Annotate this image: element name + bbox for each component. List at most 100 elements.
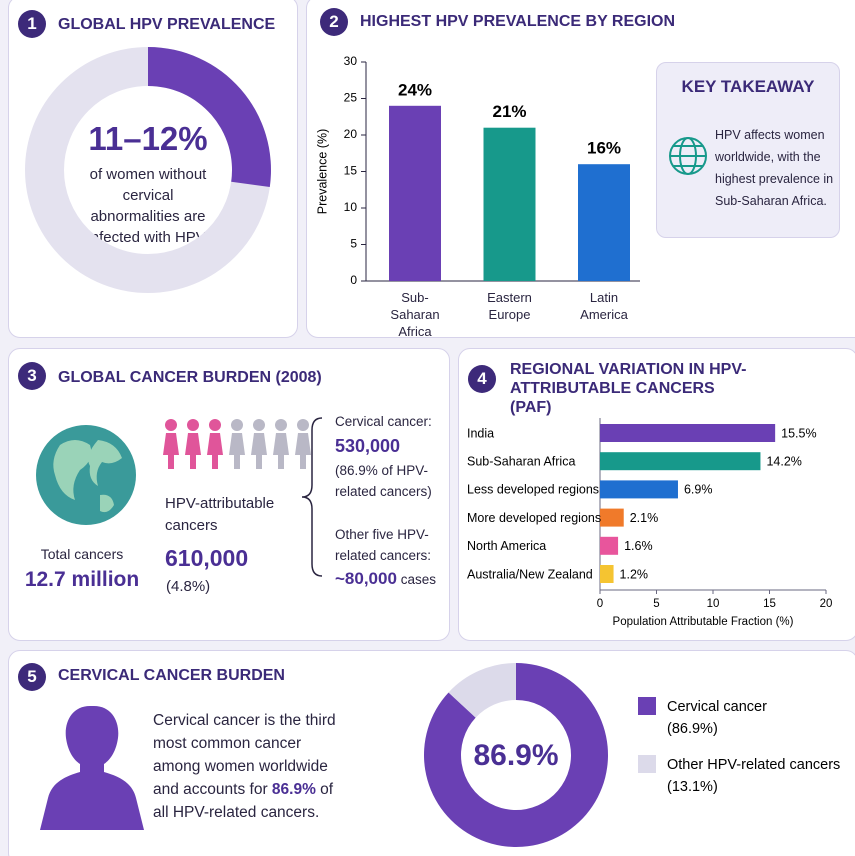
text: of all HPV-related cancers. <box>153 781 334 821</box>
bar <box>600 536 619 555</box>
y-tick-label: 10 <box>344 200 358 214</box>
y-tick-label: 0 <box>350 273 357 287</box>
category-label: More developed regions <box>467 511 601 525</box>
person-head <box>275 419 287 431</box>
bar <box>600 565 614 583</box>
value-label: 14.2% <box>766 454 801 468</box>
people-icons <box>163 419 311 469</box>
panel-title: GLOBAL HPV PREVALENCE <box>58 16 276 33</box>
person-body <box>229 433 245 469</box>
category-label: Less developed regions <box>467 483 599 497</box>
bar <box>483 127 536 281</box>
bracket <box>301 417 323 577</box>
legend-label: Other HPV-related cancers <box>667 757 840 773</box>
key-takeaway-title: KEY TAKEAWAY <box>681 77 815 96</box>
bar <box>600 480 678 499</box>
donut-segment <box>448 663 516 718</box>
bar <box>600 452 761 471</box>
highlight: 86.9% <box>271 781 316 798</box>
hpv-value: 610,000 <box>165 545 249 571</box>
other-value: ~80,000 <box>335 569 397 588</box>
legend-label: Cervical cancer <box>667 699 767 715</box>
key-takeaway-box <box>656 62 840 238</box>
cervical-note: (86.9% of HPV-related cancers) <box>335 463 432 499</box>
cervical-label: Cervical cancer: <box>335 414 432 429</box>
panel-number: 5 <box>18 663 46 691</box>
other-unit: cases <box>400 572 436 587</box>
legend-value: (13.1%) <box>667 779 718 795</box>
text: Cervical cancer is the third most common… <box>153 712 336 798</box>
bar <box>600 424 776 442</box>
panel-number: 1 <box>18 10 46 38</box>
value-label: 16% <box>587 139 621 158</box>
x-tick-label: Latin America <box>580 290 628 322</box>
value-label: 1.6% <box>624 539 653 553</box>
category-label: Sub-Saharan Africa <box>467 454 575 468</box>
center-label: 86.9% <box>473 739 558 772</box>
category-label: Australia/New Zealand <box>467 567 593 581</box>
hpv-label: HPV-attributable cancers <box>165 495 275 534</box>
cervical-value: 530,000 <box>335 436 401 456</box>
x-axis-title: Population Attributable Fraction (%) <box>613 616 794 628</box>
panel-number: 3 <box>18 362 46 390</box>
legend-swatch <box>638 755 656 773</box>
person-head <box>297 419 309 431</box>
person-body <box>207 433 223 469</box>
panel-title: REGIONAL VARIATION IN HPV-ATTRIBUTABLE C… <box>510 361 747 416</box>
woman-icon <box>40 706 144 830</box>
panel-number: 2 <box>320 8 348 36</box>
person-body <box>251 433 267 469</box>
panel-title: HIGHEST HPV PREVALENCE BY REGION <box>360 13 676 30</box>
ring-segment <box>148 47 271 187</box>
value-label: 2.1% <box>630 511 659 525</box>
value-label: 21% <box>492 102 526 121</box>
description: of women without cervical abnormalities … <box>87 166 209 246</box>
y-tick-label: 5 <box>350 237 357 251</box>
person-head <box>253 419 265 431</box>
person-body <box>295 433 311 469</box>
x-tick-label: Eastern Europe <box>487 290 532 322</box>
legend-swatch <box>638 697 656 715</box>
bar <box>578 164 630 281</box>
x-tick-label: 10 <box>707 598 720 610</box>
other-line: ~80,000 cases <box>335 569 436 589</box>
x-tick-label: 0 <box>597 598 603 610</box>
panel-number: 4 <box>468 365 496 393</box>
donut-segment <box>423 663 608 847</box>
bar <box>389 105 441 281</box>
panel-title: GLOBAL CANCER BURDEN (2008) <box>58 369 322 386</box>
earth-icon <box>36 425 136 525</box>
person-body <box>273 433 289 469</box>
value-label: 1.2% <box>620 567 649 581</box>
y-tick-label: 15 <box>344 164 358 178</box>
person-body <box>185 433 201 469</box>
y-tick-label: 30 <box>344 54 358 68</box>
value-label: 24% <box>398 80 432 99</box>
panel <box>8 348 450 641</box>
other-label: Other five HPV-related cancers: <box>335 527 432 563</box>
hpv-share: (4.8%) <box>166 578 211 595</box>
x-tick-label: 15 <box>763 598 776 610</box>
x-tick-label: 20 <box>820 598 833 610</box>
total-label: Total cancers <box>40 546 124 562</box>
person-body <box>163 433 179 469</box>
person-head <box>231 419 243 431</box>
person-head <box>187 419 199 431</box>
person-head <box>209 419 221 431</box>
category-label: India <box>467 426 494 440</box>
value-label: 15.5% <box>781 426 816 440</box>
y-axis-title: Prevalence (%) <box>315 129 329 214</box>
legend-value: (86.9%) <box>667 721 718 737</box>
x-tick-label: 5 <box>653 598 659 610</box>
panel-title: CERVICAL CANCER BURDEN <box>58 667 285 684</box>
y-tick-label: 25 <box>344 91 358 105</box>
y-tick-label: 20 <box>344 127 358 141</box>
description: Cervical cancer is the third most common… <box>153 709 348 824</box>
person-head <box>165 419 177 431</box>
globe-icon <box>669 137 707 175</box>
category-label: North America <box>467 539 546 553</box>
total-value: 12.7 million <box>24 568 140 591</box>
bar <box>600 508 624 527</box>
